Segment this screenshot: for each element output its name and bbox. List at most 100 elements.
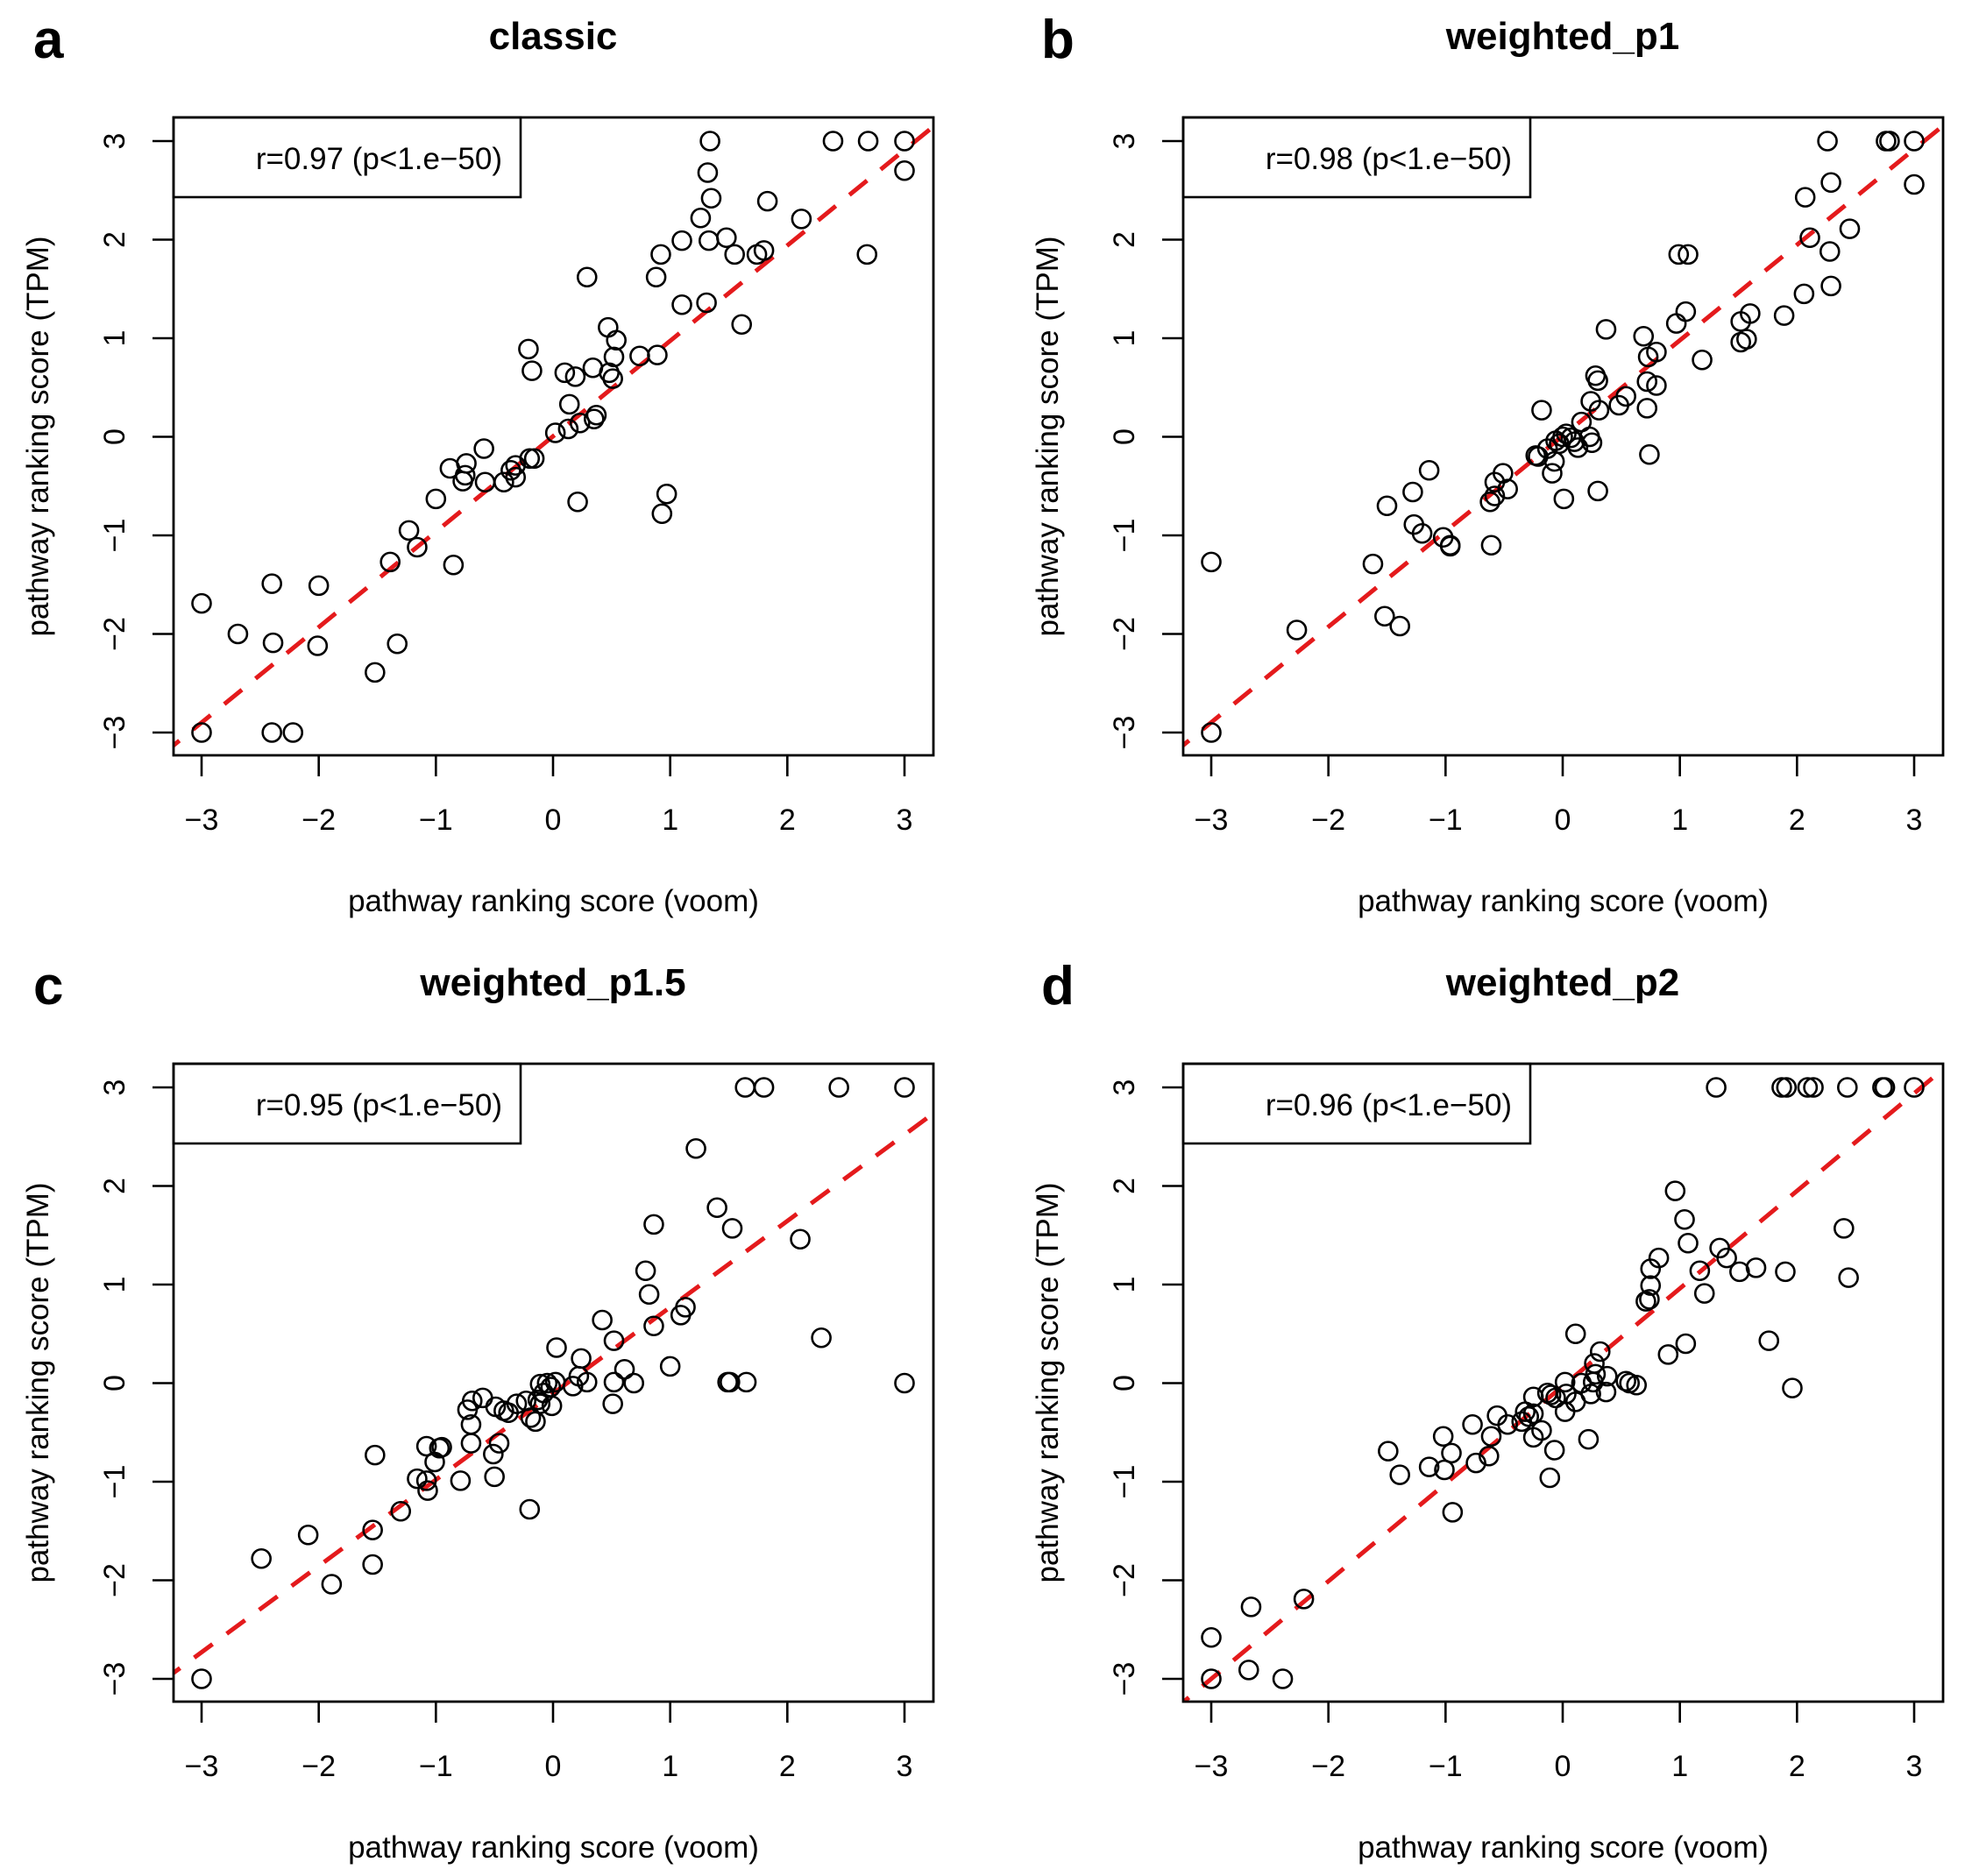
- data-points: [1201, 131, 1925, 743]
- data-point: [569, 412, 591, 434]
- data-point: [308, 575, 330, 597]
- data-point: [735, 1371, 757, 1393]
- data-point: [1374, 605, 1395, 627]
- panel-letter: c: [33, 956, 63, 1016]
- data-point: [407, 1468, 428, 1490]
- data-point: [651, 503, 673, 525]
- data-point: [536, 1372, 558, 1394]
- data-point: [696, 292, 717, 314]
- y-tick-label: 0: [98, 428, 131, 445]
- data-point: [1639, 1289, 1660, 1310]
- data-point: [576, 266, 598, 288]
- data-point: [894, 159, 915, 181]
- data-point: [1639, 443, 1660, 465]
- data-point: [1615, 1370, 1636, 1392]
- data-point: [460, 1433, 482, 1454]
- data-point: [1497, 478, 1518, 499]
- data-point: [1775, 1261, 1796, 1283]
- x-tick-label: 2: [779, 803, 796, 837]
- data-point: [1904, 1077, 1925, 1098]
- data-point: [380, 551, 401, 573]
- x-tick-label: 2: [779, 1750, 796, 1783]
- data-point: [576, 1371, 598, 1393]
- y-tick-label: −3: [98, 716, 131, 750]
- data-point: [1773, 305, 1795, 326]
- data-point: [894, 1372, 915, 1394]
- data-point: [1201, 1626, 1222, 1648]
- data-point: [546, 1337, 567, 1358]
- data-point: [671, 230, 692, 251]
- x-tick-label: 0: [1555, 803, 1571, 837]
- data-point: [1693, 1283, 1715, 1304]
- data-point: [1674, 1208, 1695, 1230]
- data-point: [365, 662, 386, 683]
- data-point: [1484, 485, 1506, 506]
- data-point: [1518, 1405, 1540, 1427]
- x-tick-label: 0: [1555, 1750, 1571, 1783]
- panel-title: classic: [489, 15, 618, 58]
- data-point: [720, 1371, 741, 1393]
- legend-text: r=0.97 (p<1.e−50): [256, 142, 502, 176]
- data-point: [1799, 227, 1820, 249]
- data-point: [1689, 1260, 1711, 1282]
- x-tick-label: 1: [1671, 803, 1688, 837]
- data-point: [529, 1393, 551, 1414]
- data-point: [592, 1309, 613, 1331]
- data-point: [1543, 1440, 1565, 1461]
- data-point: [1745, 1257, 1767, 1278]
- data-point: [656, 483, 677, 505]
- data-point: [554, 362, 576, 384]
- data-point: [251, 1547, 272, 1569]
- data-point: [1554, 1401, 1576, 1422]
- y-tick-label: −1: [1108, 1465, 1141, 1499]
- data-point: [716, 227, 737, 249]
- x-tick-label: −2: [301, 803, 336, 837]
- y-tick-label: −2: [1108, 617, 1141, 651]
- legend-box: [172, 1062, 522, 1145]
- data-point: [756, 190, 778, 212]
- data-point: [1432, 1426, 1454, 1448]
- x-axis-label: pathway ranking score (voom): [348, 884, 759, 918]
- data-point: [1539, 1467, 1561, 1489]
- data-point: [417, 1480, 438, 1501]
- data-points: [191, 131, 915, 743]
- data-point: [282, 722, 304, 743]
- x-tick-label: 3: [1906, 803, 1923, 837]
- data-point: [1692, 349, 1713, 371]
- data-point: [1522, 1403, 1544, 1425]
- data-point: [1553, 488, 1575, 510]
- data-point: [1776, 1077, 1798, 1098]
- data-point: [1904, 173, 1925, 195]
- data-point: [753, 240, 775, 261]
- y-tick-label: 2: [98, 1178, 131, 1194]
- data-point: [1293, 1589, 1315, 1610]
- data-point: [564, 366, 586, 387]
- data-point: [1389, 615, 1411, 637]
- data-point: [1758, 1330, 1780, 1351]
- data-point: [1418, 459, 1440, 481]
- data-point: [1839, 218, 1861, 239]
- data-point: [558, 393, 580, 415]
- data-point: [390, 1500, 412, 1522]
- data-point: [456, 453, 477, 474]
- data-point: [1595, 1381, 1617, 1403]
- scatter-plot: r=0.97 (p<1.e−50) −3 −2 −1 0 1 2 3 −3 −2 −1 0 1 2 3 pat…: [21, 116, 935, 918]
- data-point: [690, 207, 712, 229]
- y-tick-label: 2: [1108, 1178, 1141, 1194]
- data-point: [671, 294, 692, 315]
- data-point: [894, 131, 915, 152]
- data-point: [1615, 386, 1636, 407]
- data-point: [1411, 522, 1433, 544]
- data-point: [472, 1387, 493, 1409]
- y-axis-label: pathway ranking score (TPM): [21, 1182, 55, 1582]
- legend-text: r=0.98 (p<1.e−50): [1266, 142, 1512, 176]
- data-point: [1740, 303, 1761, 324]
- data-point: [557, 418, 579, 440]
- data-point: [1480, 534, 1502, 556]
- x-tick-label: 1: [662, 1750, 678, 1783]
- data-point: [1803, 1077, 1824, 1098]
- data-point: [1585, 1363, 1607, 1385]
- y-tick-label: 3: [1108, 1080, 1141, 1096]
- data-point: [398, 520, 420, 542]
- data-point: [1238, 1660, 1259, 1681]
